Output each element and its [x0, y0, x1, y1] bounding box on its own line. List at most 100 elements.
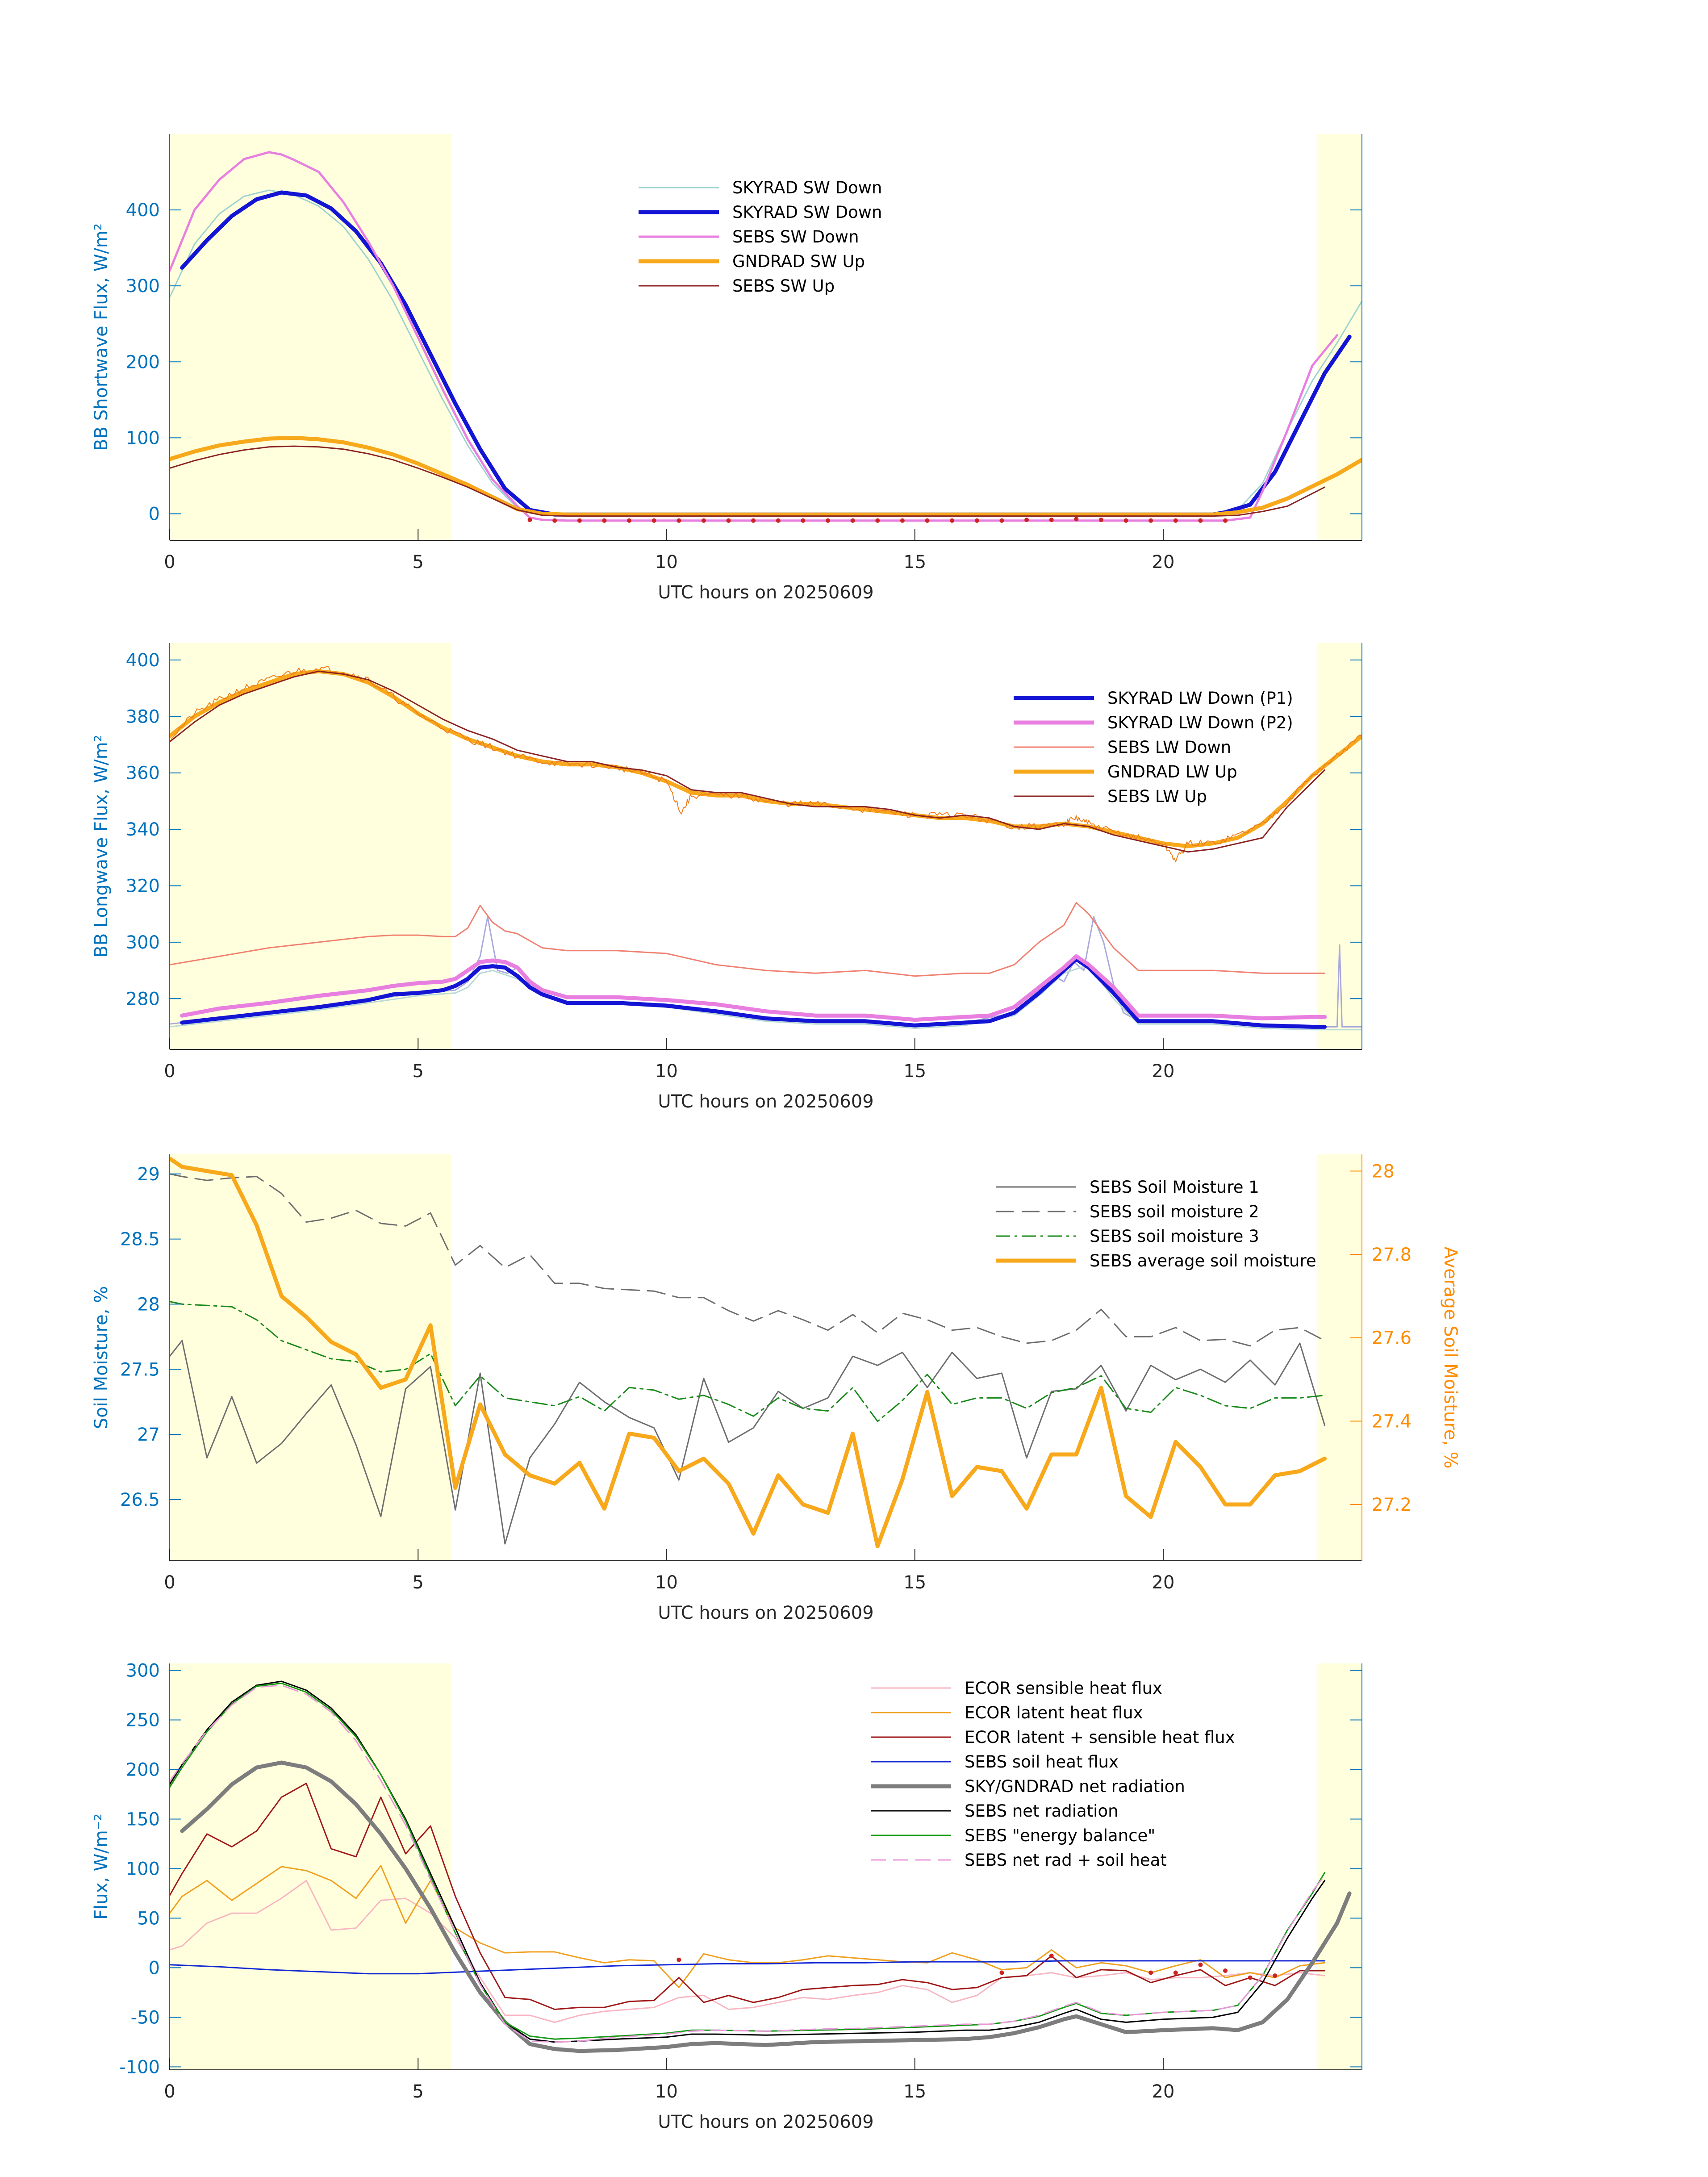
surface-energy-flux-panel: 0 5 10 15 20 UTC hours on 20250609 -100 -50 0 50 1…	[91, 1661, 1362, 2132]
marker-point-2	[577, 518, 582, 523]
y-right-tick-label: 27.2	[1372, 1495, 1412, 1515]
legend-label: SKYRAD SW Down	[732, 178, 882, 197]
y-tick-label: 300	[126, 932, 160, 953]
data-series-4	[170, 445, 1326, 517]
marker-point-13	[850, 518, 855, 523]
y-tick-label: 320	[126, 876, 160, 896]
data-series-7	[170, 1684, 1326, 2043]
plot-lines	[170, 151, 1362, 523]
x-axis-label: UTC hours on 20250609	[658, 1603, 873, 1623]
x-tick-label: 15	[903, 2081, 926, 2102]
marker-point-8	[726, 518, 731, 523]
daylight-shade-1	[1317, 1663, 1362, 2070]
x-axis-label: UTC hours on 20250609	[658, 2112, 873, 2132]
marker-point-26	[1173, 518, 1178, 523]
data-series-1	[180, 954, 1327, 1022]
x-tick-label: 0	[164, 1572, 175, 1593]
y-tick-label: 0	[149, 504, 160, 524]
x-tick-label: 0	[164, 2081, 175, 2102]
y-tick-label: 28.5	[120, 1229, 160, 1250]
y-axis-label: Flux, W/m⁻²	[91, 1813, 112, 1920]
x-tick-label: 10	[655, 1572, 678, 1593]
shortwave-flux-panel: 0 5 10 15 20 UTC hours on 20250609 0 100 200 300 4…	[91, 134, 1362, 603]
marker-point-12	[826, 518, 831, 523]
x-tick-label: 5	[413, 2081, 424, 2102]
legend-label: SEBS "energy balance"	[965, 1826, 1155, 1845]
marker-point-9	[751, 518, 756, 523]
y-tick-label: 380	[126, 706, 160, 727]
legend-label: GNDRAD SW Up	[732, 252, 865, 271]
data-series-5	[170, 670, 1326, 853]
x-tick-label: 20	[1152, 2081, 1175, 2102]
y-tick-label: 300	[126, 1661, 160, 1681]
y-axis-label: BB Longwave Flux, W/m²	[91, 735, 112, 957]
y-tick-label: 400	[126, 650, 160, 671]
legend-label: SEBS SW Up	[732, 276, 835, 296]
marker-point-17	[950, 518, 955, 523]
longwave-flux-panel: 0 5 10 15 20 UTC hours on 20250609 280 300 320 34…	[91, 643, 1362, 1112]
marker-point-22	[1074, 517, 1079, 522]
marker-point-11	[801, 518, 806, 523]
data-series-0	[170, 1880, 1326, 2023]
marker-point-4	[1173, 1970, 1178, 1975]
data-series-2	[170, 1301, 1326, 1422]
y-tick-label: 26.5	[120, 1490, 160, 1510]
daylight-shade-1	[1317, 1154, 1362, 1561]
legend-label: SEBS soil moisture 2	[1090, 1202, 1259, 1221]
marker-point-14	[875, 518, 880, 523]
legend-label: SKYRAD SW Down	[732, 203, 882, 222]
x-tick-label: 10	[655, 2081, 678, 2102]
marker-point-18	[974, 518, 979, 523]
y-tick-label: 200	[126, 1759, 160, 1780]
x-tick-label: 15	[903, 552, 926, 572]
legend-label: ECOR latent + sensible heat flux	[965, 1728, 1235, 1747]
y-tick-label: -100	[119, 2057, 160, 2077]
y-tick-label: -50	[131, 2007, 160, 2028]
soil-moisture-panel: 0 5 10 15 20 UTC hours on 20250609 26.5 27 27.5 2…	[91, 1154, 1461, 1623]
x-tick-label: 20	[1152, 1061, 1175, 1082]
y-right-tick-label: 28	[1372, 1161, 1395, 1182]
y-tick-label: 100	[126, 428, 160, 448]
legend-label: SEBS Soil Moisture 1	[1090, 1178, 1259, 1197]
data-series-4	[170, 666, 1362, 863]
y-tick-label: 29	[137, 1164, 160, 1185]
data-series-3	[170, 1156, 1327, 1548]
plot-lines	[170, 1680, 1352, 2053]
legend-label: SEBS net radiation	[965, 1801, 1119, 1821]
y-tick-label: 150	[126, 1809, 160, 1830]
legend-label: SEBS net rad + soil heat	[965, 1851, 1167, 1870]
daylight-shade-1	[1317, 643, 1362, 1049]
y-tick-label: 360	[126, 763, 160, 784]
y-tick-label: 200	[126, 352, 160, 372]
marker-point-3	[602, 518, 607, 523]
marker-point-5	[1198, 1962, 1203, 1967]
legend-label: SKYRAD LW Down (P1)	[1107, 689, 1293, 708]
legend-label: SEBS SW Down	[732, 227, 859, 247]
y-tick-label: 340	[126, 819, 160, 840]
y-tick-label: 100	[126, 1859, 160, 1879]
y-tick-label: 300	[126, 276, 160, 297]
marker-point-27	[1198, 518, 1203, 523]
x-tick-label: 10	[655, 552, 678, 572]
legend-label: SEBS average soil moisture	[1090, 1251, 1316, 1270]
y-tick-label: 280	[126, 989, 160, 1009]
data-series-2	[170, 1783, 1326, 2010]
marker-point-28	[1223, 518, 1228, 523]
y-tick-label: 50	[137, 1908, 160, 1929]
marker-point-21	[1049, 518, 1054, 522]
legend: SEBS Soil Moisture 1 SEBS soil moisture 2…	[996, 1178, 1316, 1270]
x-axis-label: UTC hours on 20250609	[658, 1091, 873, 1112]
marker-point-16	[925, 518, 930, 523]
daylight-shade-0	[170, 1154, 451, 1561]
legend-label: SKY/GNDRAD net radiation	[965, 1777, 1185, 1796]
plot-lines	[170, 666, 1362, 1031]
legend: SKYRAD LW Down (P1) SKYRAD LW Down (P2) SE…	[1014, 689, 1293, 806]
overlay-series-1	[170, 964, 1362, 1031]
y-right-tick-label: 27.4	[1372, 1411, 1412, 1432]
legend-label: ECOR latent heat flux	[965, 1703, 1143, 1722]
legend: ECOR sensible heat flux ECOR latent heat …	[871, 1679, 1235, 1870]
x-tick-label: 20	[1152, 1572, 1175, 1593]
x-axis-label: UTC hours on 20250609	[658, 582, 873, 603]
marker-point-4	[627, 518, 632, 523]
